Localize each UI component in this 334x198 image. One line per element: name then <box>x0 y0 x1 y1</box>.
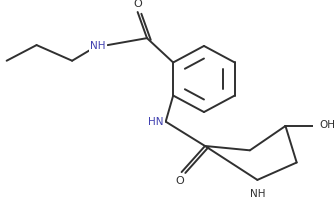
Text: NH: NH <box>90 41 106 51</box>
Text: HN: HN <box>148 117 164 128</box>
Text: O: O <box>133 0 142 9</box>
Text: OH: OH <box>319 120 334 130</box>
Text: O: O <box>175 176 184 186</box>
Text: NH: NH <box>249 189 265 198</box>
